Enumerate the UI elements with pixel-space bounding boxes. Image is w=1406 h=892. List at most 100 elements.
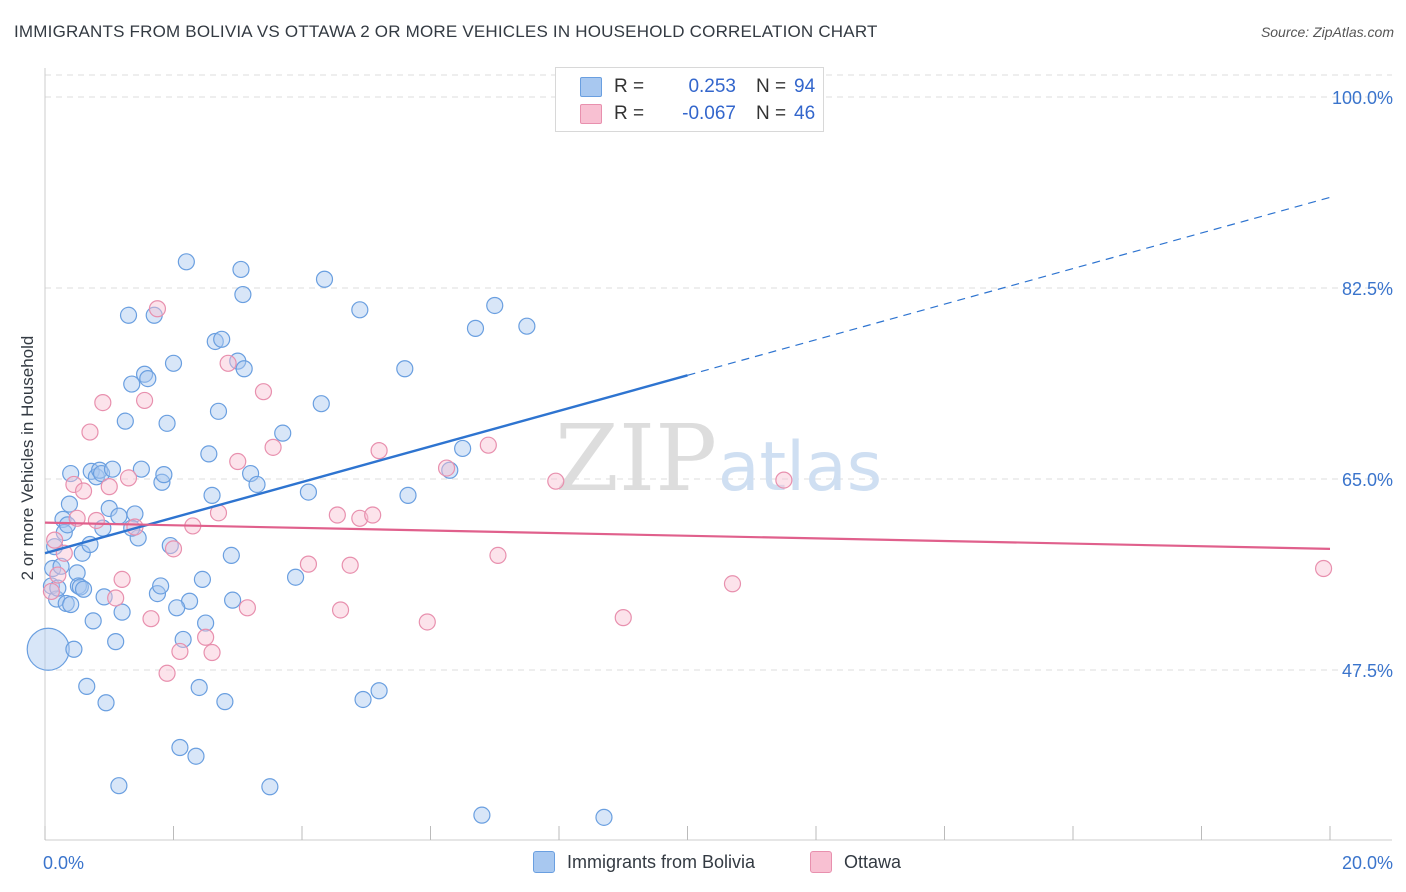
point-bolivia [107, 633, 125, 651]
point-ottawa [264, 438, 282, 456]
point-bolivia [200, 445, 218, 463]
point-ottawa [203, 643, 221, 662]
point-ottawa [328, 506, 346, 524]
trendline-bolivia-extension [687, 196, 1331, 376]
point-bolivia [68, 564, 86, 582]
y-tick-label: 100.0% [1332, 88, 1393, 108]
correlation-legend: R = 0.253 N = 94 R = -0.067 N = 46 [555, 67, 824, 132]
point-bolivia [354, 690, 372, 709]
point-bolivia [399, 486, 417, 504]
point-ottawa [364, 506, 382, 524]
point-bolivia [222, 546, 240, 565]
point-bolivia [197, 614, 215, 632]
x-tick-label: 0.0% [43, 853, 84, 873]
point-bolivia [97, 694, 115, 712]
point-bolivia [52, 557, 70, 575]
point-ottawa [238, 599, 256, 617]
point-bolivia [299, 483, 318, 501]
point-ottawa [148, 300, 167, 318]
point-bolivia [242, 464, 260, 483]
point-bolivia [164, 354, 183, 372]
legend-swatch-ottawa [580, 104, 602, 124]
point-bolivia [113, 603, 131, 621]
point-bolivia [119, 306, 138, 324]
point-bolivia [235, 360, 253, 378]
point-bolivia [315, 270, 334, 288]
y-tick-label: 65.0% [1342, 470, 1393, 490]
point-bolivia [42, 577, 61, 595]
point-ottawa [229, 452, 247, 471]
point-bolivia [168, 599, 186, 617]
point-ottawa [1314, 559, 1333, 578]
point-bolivia [454, 439, 472, 458]
watermark-zip: ZIP [555, 405, 717, 512]
point-ottawa [418, 613, 436, 631]
point-ottawa [113, 570, 131, 589]
point-ottawa [65, 475, 83, 494]
point-ottawa [74, 482, 93, 500]
y-tick-label: 82.5% [1342, 279, 1393, 299]
trendline-bolivia [44, 374, 688, 555]
point-bolivia [139, 369, 157, 388]
point-bolivia [286, 568, 305, 586]
point-ottawa [94, 394, 112, 412]
point-bolivia [248, 475, 266, 494]
legend-n-label: N = [756, 103, 787, 124]
point-ottawa [197, 628, 215, 646]
point-ottawa [100, 478, 118, 496]
point-bolivia [274, 424, 292, 442]
point-bolivia [62, 595, 80, 614]
point-bolivia [486, 296, 504, 315]
point-bolivia [216, 693, 234, 711]
legend-row-ottawa: R = -0.067 N = 46 [580, 101, 815, 127]
point-ottawa [142, 610, 160, 628]
legend-n-label: N = [756, 76, 787, 97]
point-bolivia [155, 466, 173, 484]
series-legend: Immigrants from Bolivia Ottawa [0, 851, 1406, 877]
legend-n-value: 46 [794, 103, 816, 124]
point-bolivia [232, 260, 250, 279]
point-bolivia [116, 412, 134, 430]
source-label: Source: ZipAtlas.com [1260, 24, 1394, 40]
point-bolivia [206, 332, 224, 351]
point-bolivia [171, 738, 189, 757]
point-bolivia [466, 319, 485, 337]
legend-item-ottawa[interactable]: Ottawa [810, 851, 901, 873]
legend-swatch-ottawa [810, 851, 832, 873]
point-bolivia [193, 570, 212, 589]
point-bolivia [103, 460, 122, 478]
point-bolivia [177, 253, 195, 271]
point-bolivia [129, 529, 147, 547]
point-ottawa [370, 442, 388, 460]
point-ottawa [158, 664, 176, 682]
legend-r-label: R = [614, 103, 645, 124]
point-bolivia [161, 536, 179, 555]
point-bolivia [203, 486, 221, 504]
point-ottawa [46, 531, 64, 549]
legend-row-bolivia: R = 0.253 N = 94 [580, 74, 815, 100]
point-ottawa [254, 383, 273, 401]
point-ottawa [135, 391, 154, 410]
legend-item-bolivia[interactable]: Immigrants from Bolivia [533, 851, 755, 873]
point-bolivia [110, 507, 128, 525]
point-bolivia [58, 516, 77, 534]
point-bolivia [78, 677, 96, 695]
point-ottawa [42, 582, 61, 601]
point-bolivia [209, 402, 228, 420]
point-bolivia [261, 778, 279, 796]
point-ottawa [81, 423, 99, 441]
legend-label-bolivia: Immigrants from Bolivia [567, 851, 756, 872]
legend-label-ottawa: Ottawa [844, 851, 902, 872]
point-bolivia [473, 806, 491, 824]
point-bolivia [65, 640, 83, 658]
point-ottawa [775, 471, 793, 489]
point-ottawa [723, 575, 742, 593]
trendline-ottawa [44, 521, 1331, 550]
point-bolivia [84, 612, 102, 630]
point-bolivia [123, 375, 141, 393]
point-bolivia [26, 627, 70, 671]
point-ottawa [489, 546, 507, 565]
point-ottawa [351, 509, 369, 527]
legend-r-value: 0.253 [688, 76, 736, 97]
point-ottawa [479, 436, 497, 454]
